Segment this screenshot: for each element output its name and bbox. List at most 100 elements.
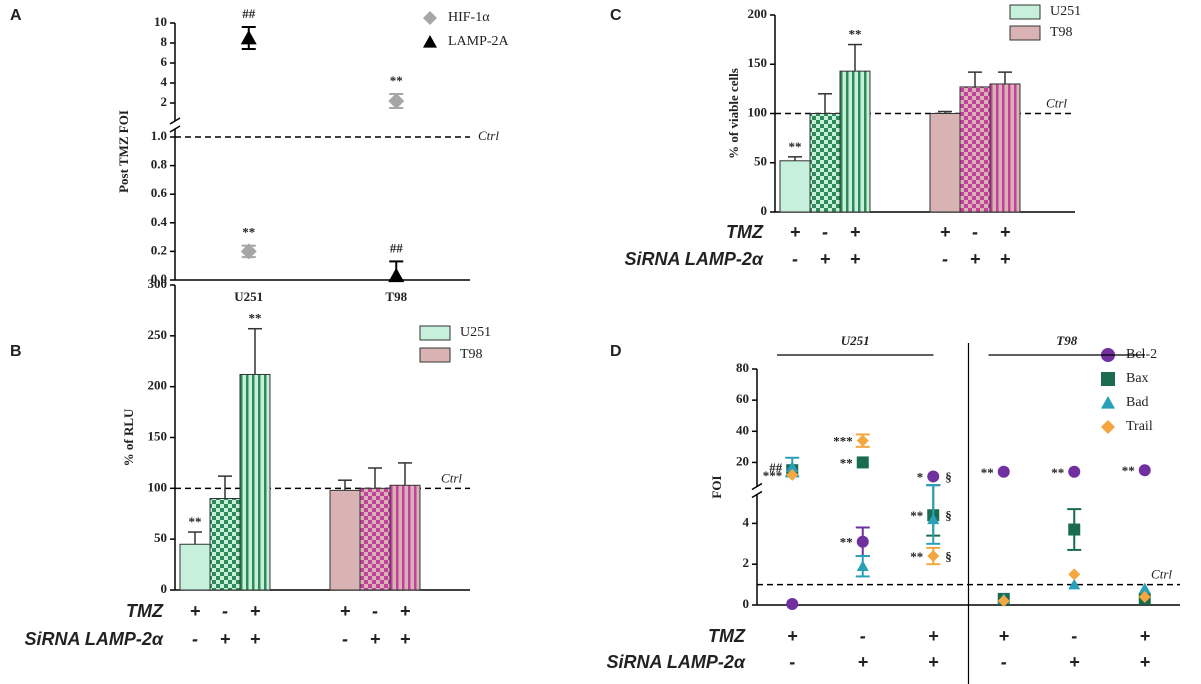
marker [1138, 582, 1151, 594]
bar [179, 543, 211, 591]
annotation: ** [1051, 465, 1064, 480]
treatment-mark: + [940, 222, 951, 242]
treatment-mark: + [1000, 249, 1011, 269]
treatment-mark: + [250, 601, 261, 621]
y-tick-label: 2 [161, 94, 168, 109]
annotation: ** [840, 535, 853, 550]
y-axis-label: % of viable cells [726, 68, 741, 159]
y-tick-label: 10 [154, 14, 167, 29]
y-tick-label: 4 [161, 74, 168, 89]
legend-swatch [419, 325, 451, 341]
marker [786, 461, 799, 472]
legend-label: Trail [1126, 419, 1153, 434]
bar [929, 113, 961, 213]
y-tick-label: 100 [148, 479, 168, 494]
x-tick-label: T98 [385, 289, 407, 304]
treatment-mark: + [928, 652, 939, 672]
axis-break [751, 490, 763, 499]
annotation: ** [1122, 463, 1135, 478]
treatment-label: TMZ [126, 601, 164, 621]
panel-label: C [610, 7, 622, 24]
marker [927, 550, 940, 563]
annotation: ** [390, 73, 403, 88]
marker [423, 11, 437, 25]
treatment-mark: + [820, 249, 831, 269]
annotation: ** [840, 455, 853, 470]
legend-label: U251 [460, 325, 491, 340]
bar [809, 113, 841, 213]
treatment-mark: - [342, 629, 348, 649]
annotation: § [945, 508, 952, 523]
treatment-label: TMZ [708, 626, 746, 646]
treatment-mark: + [340, 601, 351, 621]
group-label: U251 [841, 333, 870, 348]
marker [856, 560, 869, 572]
y-tick-label: 8 [161, 34, 168, 49]
treatment-mark: + [400, 601, 411, 621]
treatment-label: SiRNA LAMP-2α [625, 249, 764, 269]
marker [388, 267, 405, 283]
annotation: ** [981, 465, 994, 480]
annotation: ## [769, 460, 783, 475]
annotation: ** [910, 508, 923, 523]
bar [989, 83, 1021, 213]
y-tick-label: 50 [754, 154, 767, 169]
treatment-mark: - [942, 249, 948, 269]
annotation: ** [189, 514, 202, 529]
treatment-mark: - [789, 652, 795, 672]
annotation: ** [849, 27, 862, 42]
y-tick-label: 20 [736, 453, 749, 468]
y-tick-label: 0.8 [151, 157, 168, 172]
legend-label: T98 [1050, 25, 1073, 40]
treatment-label: TMZ [726, 222, 764, 242]
treatment-mark: - [972, 222, 978, 242]
y-tick-label: 250 [148, 327, 168, 342]
treatment-mark: + [250, 629, 261, 649]
annotation: *** [833, 434, 853, 449]
annotation: ## [390, 240, 404, 255]
treatment-label: SiRNA LAMP-2α [607, 652, 746, 672]
treatment-mark: + [928, 626, 939, 646]
annotation: ** [910, 549, 923, 564]
y-tick-label: 0.4 [151, 214, 168, 229]
marker [1068, 578, 1081, 590]
bar [959, 86, 991, 213]
treatment-mark: + [970, 249, 981, 269]
marker [927, 513, 940, 525]
marker [1068, 568, 1081, 581]
marker [997, 594, 1010, 607]
legend-swatch [1009, 25, 1041, 41]
marker [1101, 420, 1115, 434]
y-tick-label: 2 [743, 555, 750, 570]
y-tick-label: 0 [161, 581, 168, 596]
ctrl-label: Ctrl [441, 470, 462, 485]
legend-label: Bad [1126, 395, 1149, 410]
treatment-mark: + [1139, 652, 1150, 672]
legend-swatch [419, 347, 451, 363]
axis-break [169, 125, 181, 133]
treatment-mark: - [1071, 626, 1077, 646]
panel-label: D [610, 343, 622, 360]
treatment-mark: + [370, 629, 381, 649]
marker [927, 470, 940, 483]
marker [240, 30, 257, 45]
bar [839, 70, 871, 213]
y-tick-label: 0 [761, 203, 768, 218]
y-tick-label: 150 [748, 55, 768, 70]
y-axis-label: % of RLU [121, 408, 136, 466]
legend-label: U251 [1050, 4, 1081, 19]
bar [359, 487, 391, 591]
annotation: ** [249, 311, 262, 326]
y-tick-label: 100 [748, 104, 768, 119]
annotation: *** [763, 468, 783, 483]
y-tick-label: 40 [736, 422, 749, 437]
treatment-mark: + [790, 222, 801, 242]
treatment-mark: + [850, 222, 861, 242]
y-axis-label: FOI [709, 475, 724, 498]
y-tick-label: 50 [154, 530, 167, 545]
marker [1138, 464, 1151, 477]
panel-label: B [10, 343, 22, 360]
treatment-mark: + [220, 629, 231, 649]
annotation: ** [789, 139, 802, 154]
ctrl-label: Ctrl [478, 128, 499, 143]
